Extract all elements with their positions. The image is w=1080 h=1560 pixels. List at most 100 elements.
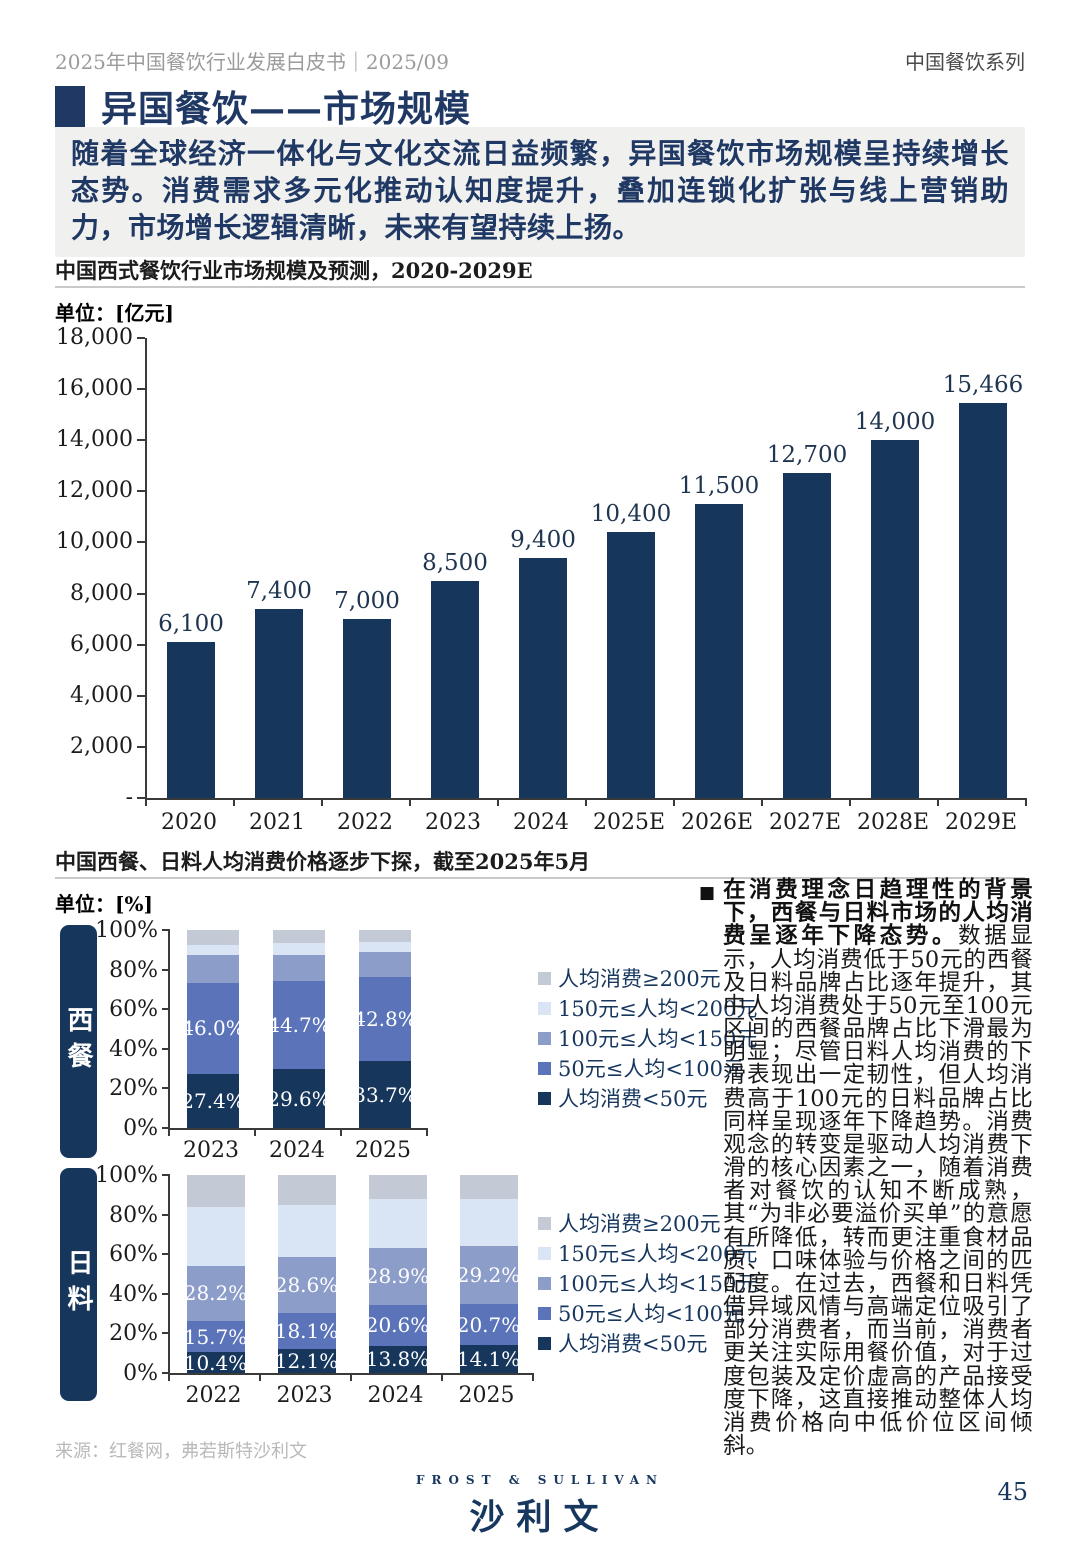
segment-150元≤人均<200元 (368, 1199, 427, 1248)
japanese-food-pill: 日料 (60, 1168, 97, 1401)
segment-100元≤人均<150元: 29.2% (456, 1246, 521, 1305)
legend-color-swatch (538, 1091, 551, 1105)
x-axis-label: 2026E (680, 810, 754, 835)
y-axis-tick (162, 968, 170, 971)
commentary-text: 在消费理念日趋理性的背景下，西餐与日料市场的人均消费呈逐年下降态势。数据显示，人… (723, 877, 1033, 1460)
segment-label: 28.9% (365, 1264, 430, 1289)
x-axis-label: 2025 (355, 1138, 411, 1163)
y-axis-tick (162, 1047, 170, 1050)
segment-人均消费≥200元 (187, 930, 239, 945)
y-axis-tick-label: 12,000 (56, 478, 133, 504)
segment-50元≤人均<100元: 46.0% (181, 982, 245, 1074)
stacked-bar: 14.1% 20.7% 29.2% (456, 1175, 521, 1373)
stacked-x-axis-labels: 2023 2024 2025 (168, 1138, 426, 1163)
x-axis-label: 2029E (944, 810, 1018, 835)
segment-人均消费≥200元 (273, 930, 325, 944)
commentary-lead: 在消费理念日趋理性的背景下，西餐与日料市场的人均消费呈逐年下降态势。 (723, 877, 1033, 950)
y-axis-tick-label: 4,000 (70, 682, 133, 708)
bar-value-label: 11,500 (678, 473, 760, 499)
y-axis-tick-label: 14,000 (56, 427, 133, 453)
legend-item: 人均消费<50元 (538, 1328, 798, 1358)
x-axis-tick (497, 798, 499, 806)
logo-chinese-text: 沙利文 (469, 1497, 611, 1538)
bar (607, 532, 655, 798)
legend-color-swatch (538, 1336, 551, 1350)
page-header: 2025年中国餐饮行业发展白皮书｜2025/09 中国餐饮系列 (55, 46, 1025, 75)
legend-color-swatch (538, 971, 551, 985)
stacked-bar: 33.7% 42.8% (353, 930, 417, 1128)
x-axis-tick (426, 1128, 428, 1136)
segment-label: 27.4% (181, 1088, 245, 1113)
segment-50元≤人均<100元: 42.8% (353, 976, 417, 1062)
legend-label: 150元≤人均<200元 (558, 1242, 758, 1266)
legend-item: 100元≤人均<150元 (538, 1023, 798, 1053)
bar-value-label: 8,500 (422, 550, 488, 576)
segment-label: 20.7% (456, 1312, 521, 1337)
segment-100元≤人均<150元 (187, 955, 239, 983)
bar (871, 440, 919, 798)
stacked-plot-area: 27.4% 46.0% 29.6% 44.7% 33.7% 42.8% (168, 930, 428, 1130)
stacked-bar: 10.4% 15.7% 28.2% (184, 1175, 247, 1373)
header-title: 2025年中国餐饮行业发展白皮书｜2025/09 (55, 50, 449, 74)
stacked-x-axis-labels: 2022 2023 2024 2025 (168, 1383, 532, 1408)
segment-人均消费<50元: 33.7% (353, 1061, 417, 1128)
legend-item: 人均消费≥200元 (538, 963, 798, 993)
segment-100元≤人均<150元: 28.9% (365, 1247, 430, 1305)
x-axis-label: 2024 (367, 1383, 424, 1408)
y-axis-tick-label: 80% (109, 957, 158, 983)
chart1-unit-label: 单位：[亿元] (55, 301, 174, 325)
bar (167, 642, 215, 798)
segment-label: 33.7% (353, 1082, 417, 1107)
x-axis-label: 2024 (513, 810, 569, 835)
segment-label: 12.1% (274, 1349, 339, 1374)
segment-150元≤人均<200元 (273, 943, 325, 955)
segment-50元≤人均<100元: 15.7% (184, 1321, 247, 1353)
segment-label: 29.2% (456, 1263, 521, 1288)
stacked-bar-column: 33.7% 42.8% (342, 930, 428, 1128)
section-header: 异国餐饮——市场规模 (55, 80, 471, 132)
stacked-bar-column: 12.1% 18.1% 28.6% (261, 1175, 352, 1373)
segment-人均消费<50元: 13.8% (365, 1345, 430, 1373)
frost-sullivan-logo: FROST & SULLIVAN 沙利文 (0, 1473, 1080, 1540)
bar-column: 9,400 (499, 338, 587, 798)
x-axis-tick (761, 798, 763, 806)
y-axis-tick (137, 439, 145, 442)
legend-label: 人均消费≥200元 (558, 967, 721, 991)
chart2-unit-label: 单位：[%] (55, 892, 153, 916)
western-chart-legend: 人均消费≥200元 150元≤人均<200元 100元≤人均<150元 50元≤人均<… (538, 963, 798, 1113)
x-axis-tick (254, 1128, 256, 1136)
bar (519, 558, 567, 798)
bar-column: 15,466 (939, 338, 1027, 798)
bar-column: 6,100 (147, 338, 235, 798)
segment-label: 18.1% (274, 1319, 339, 1344)
legend-item: 人均消费≥200元 (538, 1208, 798, 1238)
bar (255, 609, 303, 798)
stacked-bar-column: 14.1% 20.7% 29.2% (443, 1175, 534, 1373)
bar-value-label: 7,400 (246, 578, 312, 604)
legend-color-swatch (538, 1001, 551, 1015)
segment-人均消费≥200元 (359, 930, 411, 942)
x-axis-tick (441, 1373, 443, 1381)
segment-100元≤人均<150元: 28.6% (275, 1256, 338, 1314)
x-axis-tick (340, 1128, 342, 1136)
x-axis-tick (145, 798, 147, 806)
intro-highlight-paragraph: 随着全球经济一体化与文化交流日益频繁，异国餐饮市场规模呈持续增长态势。消费需求多… (55, 127, 1025, 257)
commentary-block: ■ 在消费理念日趋理性的背景下，西餐与日料市场的人均消费呈逐年下降态势。数据显示… (699, 877, 1033, 1460)
legend-item: 50元≤人均<100元 (538, 1053, 798, 1083)
y-axis-tick (137, 694, 145, 697)
bar-column: 14,000 (851, 338, 939, 798)
bar-column: 12,700 (763, 338, 851, 798)
commentary-body: 数据显示，人均消费低于50元的西餐及日料品牌占比逐年提升，其中人均消费处于50元… (723, 923, 1033, 1460)
y-axis-tick-label: 100% (95, 918, 158, 943)
x-axis-tick (585, 798, 587, 806)
y-axis-tick-label: 6,000 (70, 631, 133, 657)
bar (959, 403, 1007, 798)
segment-150元≤人均<200元 (186, 1206, 245, 1266)
segment-label: 13.8% (365, 1347, 430, 1372)
x-axis-tick (168, 1373, 170, 1381)
x-axis-label: 2022 (185, 1383, 242, 1408)
stacked-bar: 12.1% 18.1% 28.6% (274, 1175, 339, 1374)
y-axis-tick-label: 0% (123, 1361, 158, 1386)
y-axis-tick (137, 797, 145, 799)
x-axis-tick (321, 798, 323, 806)
